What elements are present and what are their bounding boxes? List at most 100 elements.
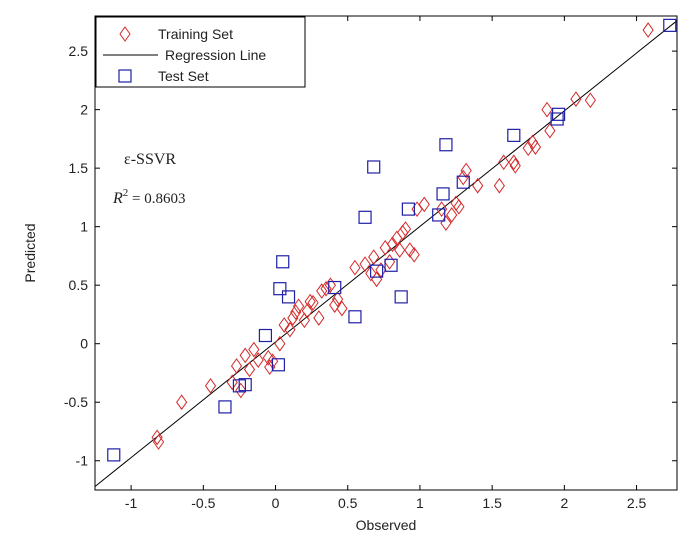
training-point <box>493 177 505 194</box>
test-point <box>328 280 342 295</box>
training-point <box>541 101 553 118</box>
x-tick-label: 1 <box>416 495 424 511</box>
training-point <box>151 429 163 446</box>
training-point <box>544 122 556 139</box>
data-points <box>107 18 677 462</box>
training-point <box>509 157 521 174</box>
training-point <box>642 22 654 38</box>
annotation-r2: R2 = 0.8603 <box>112 187 186 207</box>
legend-marker-test-set <box>118 69 132 83</box>
training-point <box>408 246 420 263</box>
training-point <box>453 198 465 215</box>
training-point <box>284 321 296 338</box>
test-point <box>107 448 121 462</box>
legend-entry-regression-line: Regression Line <box>103 47 266 63</box>
training-point <box>252 352 264 368</box>
training-point <box>336 300 348 317</box>
training-point <box>460 162 472 179</box>
training-point <box>368 249 380 265</box>
test-point <box>273 282 287 296</box>
y-tick-label: 2.5 <box>69 43 89 59</box>
training-point <box>307 294 319 311</box>
annotation-r2-symbol: R <box>112 190 123 207</box>
training-point <box>529 139 542 155</box>
training-point <box>235 382 247 399</box>
legend: Training Set Regression Line Test Set <box>95 16 306 88</box>
y-tick-label: 1.5 <box>69 160 89 176</box>
test-point <box>456 175 470 189</box>
training-point <box>204 377 217 394</box>
training-point <box>248 341 260 358</box>
training-point <box>152 434 165 450</box>
x-tick-label: -0.5 <box>191 495 215 511</box>
y-tick-label: 0.5 <box>69 277 89 293</box>
test-point <box>271 358 286 372</box>
training-point <box>329 297 341 313</box>
test-point <box>258 328 273 343</box>
test-point <box>276 255 290 269</box>
test-point <box>394 290 408 304</box>
x-tick-label: 1.5 <box>482 495 502 511</box>
test-point <box>218 400 232 414</box>
legend-label: Training Set <box>158 26 233 42</box>
legend-entry-training-set: Training Set <box>119 26 233 42</box>
training-point <box>243 361 256 378</box>
series-test-set <box>107 18 677 462</box>
x-tick-label: 2.5 <box>627 495 647 511</box>
test-point <box>550 112 564 126</box>
test-point <box>384 258 398 272</box>
annotation-r2-value: = 0.8603 <box>128 191 185 207</box>
y-tick-label: 2 <box>80 102 88 118</box>
annotation-method: ε-SSVR <box>124 151 176 168</box>
test-point <box>432 208 446 222</box>
training-point <box>359 256 371 272</box>
training-point <box>290 304 302 320</box>
training-point <box>446 207 458 223</box>
training-point <box>435 201 448 217</box>
training-point <box>404 242 416 258</box>
x-tick-label: 2 <box>560 495 568 511</box>
training-point <box>264 359 276 375</box>
training-point <box>570 91 582 107</box>
training-point <box>239 347 251 364</box>
training-point <box>349 259 361 276</box>
legend-marker-training-set <box>119 26 131 42</box>
training-point <box>457 169 469 186</box>
training-point <box>498 154 510 171</box>
y-axis: -1 -0.5 0 0.5 1 1.5 2 2.5 <box>64 43 677 469</box>
test-point <box>551 107 566 121</box>
training-point <box>386 236 399 253</box>
legend-label: Test Set <box>158 68 209 84</box>
test-point <box>281 290 296 304</box>
legend-entry-test-set: Test Set <box>118 68 209 84</box>
x-tick-label: 0 <box>272 495 280 511</box>
training-point <box>394 242 406 258</box>
test-point <box>348 310 362 324</box>
training-point <box>396 224 409 241</box>
y-axis-title: Predicted <box>22 223 38 282</box>
training-point <box>320 280 332 297</box>
test-point <box>367 160 381 174</box>
training-point <box>584 92 596 109</box>
training-point <box>399 221 412 237</box>
test-point <box>358 210 372 224</box>
test-point <box>507 128 521 142</box>
training-point <box>176 394 188 411</box>
annotation-r2-exponent: 2 <box>123 187 129 199</box>
test-point <box>238 378 252 392</box>
y-tick-label: -1 <box>76 453 89 469</box>
test-point <box>663 18 677 32</box>
training-point <box>508 154 520 171</box>
training-point <box>472 177 484 194</box>
x-tick-label: -1 <box>125 495 138 511</box>
training-point <box>274 335 286 352</box>
training-point <box>316 283 328 299</box>
y-tick-label: 1 <box>80 219 88 235</box>
y-tick-label: 0 <box>80 336 88 352</box>
training-point <box>418 196 430 213</box>
test-point <box>439 138 453 152</box>
training-point <box>230 358 243 374</box>
x-tick-label: 0.5 <box>338 495 358 511</box>
training-point <box>304 293 316 310</box>
